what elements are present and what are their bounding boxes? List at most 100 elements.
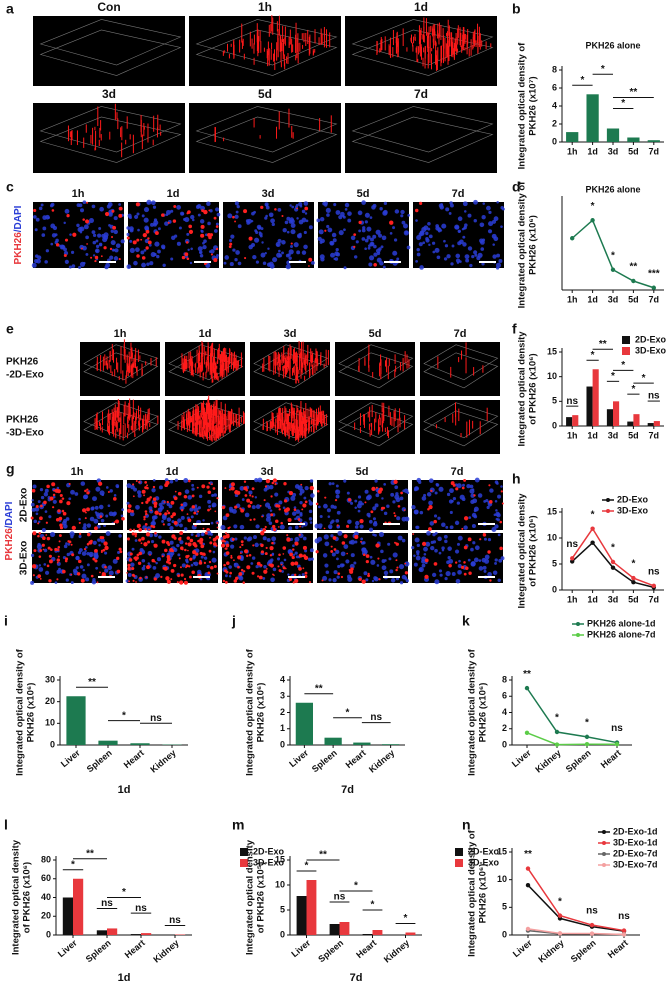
signal xyxy=(272,478,277,483)
nucleus xyxy=(271,536,277,542)
nucleus xyxy=(52,495,56,499)
signal xyxy=(212,487,216,490)
nucleus xyxy=(311,260,315,265)
nucleus xyxy=(291,205,295,209)
nucleus xyxy=(487,229,493,234)
nucleus xyxy=(38,206,43,211)
nucleus xyxy=(382,265,386,269)
signal xyxy=(224,580,228,584)
nucleus xyxy=(372,506,377,511)
nucleus xyxy=(277,208,282,212)
signal xyxy=(59,526,64,530)
signal xyxy=(199,560,202,562)
nucleus xyxy=(44,570,50,575)
nucleus xyxy=(383,482,386,486)
nucleus xyxy=(92,578,96,582)
nucleus xyxy=(454,225,460,230)
y-tick-label: 4 xyxy=(502,707,507,717)
x-tick-label: 1d xyxy=(587,294,598,304)
nucleus xyxy=(207,221,211,226)
nucleus xyxy=(468,516,472,520)
nucleus xyxy=(206,201,211,207)
nucleus xyxy=(202,519,205,522)
nucleus xyxy=(59,244,65,250)
signal xyxy=(200,544,205,549)
nucleus xyxy=(222,515,228,521)
nucleus xyxy=(287,549,293,554)
image-label: 1h xyxy=(114,328,127,340)
signal xyxy=(216,572,219,575)
significance-label: ** xyxy=(88,677,96,688)
nucleus xyxy=(333,570,338,575)
signal xyxy=(265,478,271,484)
signal xyxy=(225,551,230,555)
nucleus xyxy=(474,477,480,483)
legend-label: 2D-Exo xyxy=(617,494,649,504)
signal xyxy=(301,508,304,511)
legend-label: 3D-Exo xyxy=(635,345,667,355)
nucleus xyxy=(237,224,242,229)
image-label: 3d xyxy=(284,328,297,340)
nucleus xyxy=(390,492,395,497)
nucleus xyxy=(376,257,382,263)
signal xyxy=(32,531,37,536)
nucleus xyxy=(373,576,378,581)
signal xyxy=(234,220,236,223)
bar xyxy=(606,128,620,142)
nucleus xyxy=(498,258,503,263)
nucleus xyxy=(350,235,356,241)
nucleus xyxy=(79,565,84,569)
bar xyxy=(98,740,118,745)
nucleus xyxy=(380,245,384,249)
nucleus xyxy=(264,216,268,220)
signal xyxy=(213,216,217,220)
signal xyxy=(243,570,246,573)
nucleus xyxy=(97,538,101,542)
signal xyxy=(37,574,42,578)
nucleus xyxy=(50,242,54,246)
nucleus xyxy=(133,260,138,266)
signal xyxy=(230,486,235,491)
point xyxy=(614,741,620,747)
nucleus xyxy=(199,219,205,224)
nucleus xyxy=(143,217,149,223)
signal xyxy=(455,561,458,564)
nucleus xyxy=(318,523,323,528)
nucleus xyxy=(86,563,90,567)
nucleus xyxy=(331,482,335,486)
nucleus xyxy=(387,542,391,546)
nucleus xyxy=(104,265,109,270)
nucleus xyxy=(200,205,206,211)
panel-letter: g xyxy=(6,461,15,477)
signal xyxy=(167,221,170,224)
signal xyxy=(203,561,207,565)
legend-label: 3D-Exo xyxy=(468,857,500,867)
y-tick-label: 2 xyxy=(502,723,507,733)
nucleus xyxy=(341,563,345,567)
significance-label: ns xyxy=(566,539,578,550)
x-tick-label: Heart xyxy=(606,938,630,960)
signal xyxy=(81,247,83,250)
signal xyxy=(94,559,98,563)
nucleus xyxy=(243,536,247,540)
nucleus xyxy=(125,579,129,583)
y-tick-label: 20 xyxy=(45,696,55,706)
nucleus xyxy=(37,500,41,504)
nucleus xyxy=(459,239,464,245)
signal xyxy=(292,548,295,551)
nucleus xyxy=(437,516,441,520)
signal xyxy=(336,524,339,527)
significance-label: ** xyxy=(315,683,323,694)
volume-outline xyxy=(338,344,414,381)
x-tick-label: 1h xyxy=(567,430,578,440)
nucleus xyxy=(82,245,87,251)
y-tick-label: 30 xyxy=(45,674,55,684)
nucleus xyxy=(228,575,232,578)
nucleus xyxy=(337,564,341,569)
nucleus xyxy=(330,252,335,258)
signal xyxy=(220,543,226,548)
nucleus xyxy=(146,201,150,205)
nucleus xyxy=(481,262,485,266)
signal xyxy=(210,483,213,486)
signal xyxy=(57,555,60,558)
